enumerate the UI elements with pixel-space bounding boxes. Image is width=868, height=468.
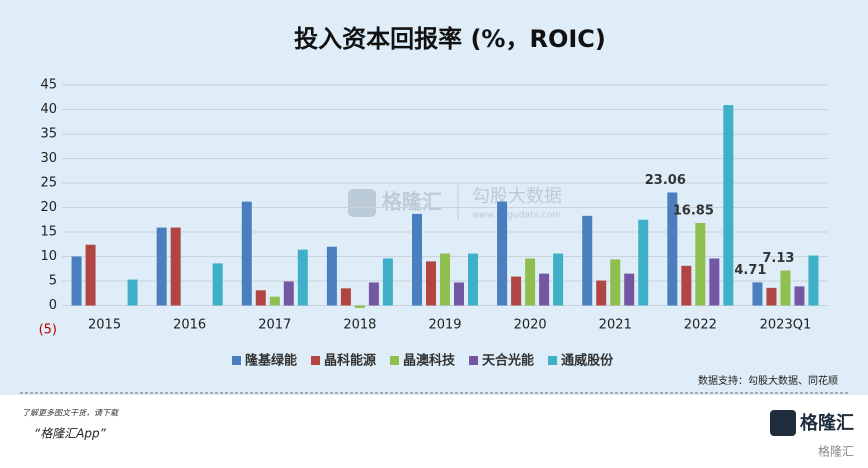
y-tick-label: 40	[40, 102, 57, 117]
x-tick-label: 2019	[428, 318, 461, 333]
legend-swatch	[548, 356, 558, 365]
bar	[539, 273, 550, 306]
bar	[638, 219, 649, 306]
bar	[71, 256, 82, 306]
bar	[709, 258, 720, 306]
bar	[794, 286, 805, 306]
watermark-url: www.gogudata.com	[472, 211, 561, 221]
x-tick-label: 2021	[599, 318, 632, 333]
bar	[780, 270, 791, 306]
data-label: 4.71	[734, 263, 766, 278]
bar	[766, 287, 777, 306]
y-tick-label: 15	[40, 225, 57, 240]
bar	[723, 105, 734, 306]
bar	[468, 253, 478, 306]
bar	[695, 222, 706, 306]
legend-label: 晶澳科技	[403, 353, 456, 369]
legend-swatch	[469, 356, 479, 365]
y-tick-label: (5)	[39, 323, 57, 338]
legend-swatch	[232, 356, 241, 365]
footer-app: “格隆汇App”	[34, 427, 107, 441]
bar	[426, 261, 436, 306]
bar	[340, 288, 351, 306]
bar	[454, 282, 464, 306]
footer-background	[0, 395, 868, 468]
bar	[610, 259, 621, 306]
legend-label: 晶科能源	[324, 353, 376, 369]
bar	[170, 227, 181, 306]
bar	[85, 244, 96, 306]
chart-title: 投入资本回报率 (%，ROIC)	[294, 25, 606, 53]
bar	[127, 279, 138, 306]
y-tick-label: 5	[49, 274, 57, 289]
legend-swatch	[390, 356, 400, 365]
y-tick-label: 25	[40, 176, 57, 191]
x-tick-label: 2018	[343, 318, 376, 333]
watermark: 格隆汇 勾股大数据 www.gogudata.com	[348, 185, 562, 221]
watermark-data: 勾股大数据	[472, 186, 562, 207]
footer-logo-sub: 格隆汇	[818, 444, 854, 459]
bar	[440, 253, 450, 306]
bar	[511, 276, 522, 306]
bar	[667, 192, 678, 306]
bar	[212, 263, 223, 306]
footer-prompt: 了解更多图文干货，请下载	[22, 409, 119, 418]
legend-label: 隆基绿能	[245, 353, 297, 369]
source: 数据支持：勾股大数据、同花顺	[698, 374, 838, 387]
data-label: 16.85	[673, 203, 714, 218]
x-tick-label: 2022	[684, 318, 717, 333]
bar	[255, 290, 266, 306]
bar	[624, 273, 635, 306]
bar	[497, 201, 508, 306]
y-tick-label: 0	[49, 298, 57, 313]
data-label: 23.06	[645, 173, 686, 188]
y-tick-label: 20	[40, 200, 57, 215]
bar	[752, 282, 763, 306]
y-tick-label: 10	[40, 249, 57, 264]
bar	[525, 258, 536, 306]
watermark-logo	[348, 189, 376, 217]
bar	[808, 255, 819, 306]
bar	[681, 265, 692, 306]
bar	[156, 227, 167, 306]
bar	[241, 201, 252, 306]
bar	[582, 215, 593, 306]
footer-logo: 格隆汇	[800, 412, 854, 434]
bar	[596, 280, 607, 306]
bar	[297, 249, 308, 306]
bar	[269, 296, 280, 306]
y-tick-label: 35	[40, 127, 57, 142]
bar	[412, 213, 422, 306]
x-tick-label: 2015	[88, 318, 121, 333]
bar	[553, 253, 564, 306]
x-tick-label: 2016	[173, 318, 206, 333]
legend-label: 通威股份	[561, 353, 614, 369]
watermark-brand: 格隆汇	[382, 190, 442, 214]
x-tick-label: 2023Q1	[760, 318, 812, 333]
legend-label: 天合光能	[482, 353, 534, 369]
footer-logo-icon	[770, 410, 796, 436]
y-tick-label: 30	[40, 151, 57, 166]
y-tick-label: 45	[40, 78, 57, 93]
data-label: 7.13	[762, 251, 794, 266]
bar	[368, 282, 379, 306]
bar	[354, 305, 365, 308]
bar	[283, 281, 294, 306]
legend-swatch	[311, 356, 321, 365]
bar	[382, 258, 393, 306]
x-tick-label: 2020	[514, 318, 547, 333]
bar	[326, 246, 337, 306]
x-tick-label: 2017	[258, 318, 291, 333]
